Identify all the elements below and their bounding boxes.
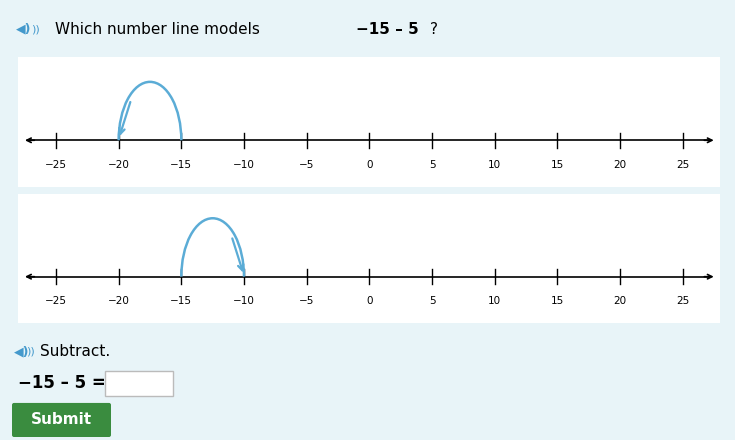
FancyBboxPatch shape [105,371,173,396]
Text: −15 – 5: −15 – 5 [356,22,419,37]
Text: 20: 20 [614,296,626,306]
Text: 25: 25 [676,296,689,306]
Text: −15: −15 [171,160,193,170]
Text: Subtract.: Subtract. [40,345,110,359]
Text: ◀): ◀) [16,22,32,36]
Text: 10: 10 [488,160,501,170]
Text: 10: 10 [488,296,501,306]
Text: 15: 15 [551,296,564,306]
Text: −25: −25 [45,160,67,170]
Text: −5: −5 [299,296,315,306]
Text: −25: −25 [45,296,67,306]
Text: −15 – 5 =: −15 – 5 = [18,374,106,392]
Text: Submit: Submit [30,412,92,428]
Text: ?: ? [430,22,438,37]
Text: −10: −10 [233,296,255,306]
Text: 0: 0 [366,296,373,306]
Text: 5: 5 [429,296,435,306]
Text: 25: 25 [676,160,689,170]
Text: 0: 0 [366,160,373,170]
Text: −20: −20 [108,296,129,306]
Text: ◀): ◀) [14,345,29,358]
Text: 20: 20 [614,160,626,170]
Text: )): )) [31,24,40,34]
Text: )): )) [26,347,35,357]
FancyBboxPatch shape [12,403,111,437]
Text: −5: −5 [299,160,315,170]
Text: 5: 5 [429,160,435,170]
Text: −20: −20 [108,160,129,170]
Text: Which number line models: Which number line models [55,22,265,37]
Text: 15: 15 [551,160,564,170]
Text: −10: −10 [233,160,255,170]
Text: −15: −15 [171,296,193,306]
